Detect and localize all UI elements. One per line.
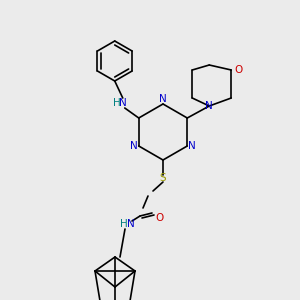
Text: N: N — [188, 141, 196, 151]
Text: O: O — [234, 65, 242, 75]
Text: N: N — [206, 101, 213, 111]
Text: N: N — [127, 219, 135, 229]
Text: H: H — [120, 219, 128, 229]
Text: S: S — [160, 173, 166, 183]
Text: N: N — [130, 141, 138, 151]
Text: H: H — [113, 98, 121, 108]
Text: O: O — [155, 213, 163, 223]
Text: N: N — [119, 98, 127, 108]
Text: N: N — [159, 94, 167, 104]
